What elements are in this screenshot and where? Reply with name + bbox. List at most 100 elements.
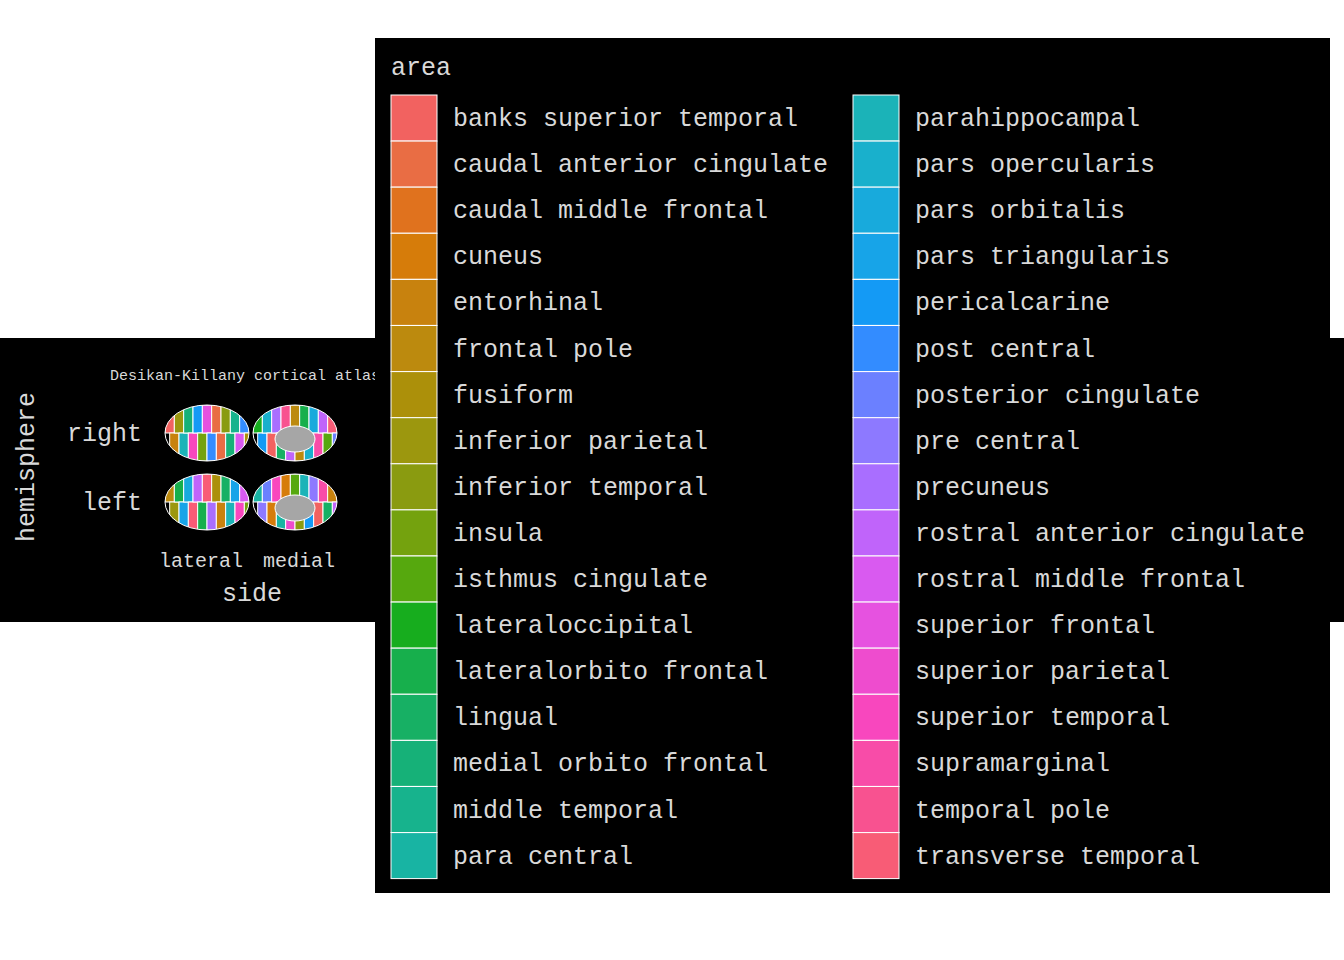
legend-label: medial orbito frontal [453, 750, 768, 779]
legend-swatch [391, 141, 437, 187]
brain-region [188, 502, 197, 530]
legend-label: banks superior temporal [453, 105, 798, 134]
brain-region [198, 433, 207, 461]
brain-region [230, 405, 239, 433]
legend-swatch [853, 326, 899, 372]
legend-label: pars opercularis [915, 151, 1155, 180]
brain [253, 474, 342, 530]
brain-medial-wall [275, 426, 315, 452]
legend-label: entorhinal [453, 289, 603, 318]
legend-swatch [853, 233, 899, 279]
brain-outline [253, 405, 337, 461]
legend-label: pre central [915, 428, 1080, 457]
brain-region [188, 433, 197, 461]
legend-swatch [391, 372, 437, 418]
brain-medial-wall [275, 495, 315, 521]
brain-region [262, 474, 271, 502]
brain-region [262, 405, 271, 433]
legend-label: insula [453, 520, 543, 549]
legend-swatch [391, 187, 437, 233]
legend-label: posterior cingulate [915, 382, 1200, 411]
legend-background [375, 38, 1330, 893]
brain-region [253, 405, 262, 433]
legend-label: superior frontal [915, 612, 1155, 641]
brain-region [165, 474, 174, 502]
brain [253, 405, 342, 461]
legend-swatch [853, 602, 899, 648]
legend-swatch [391, 510, 437, 556]
brain-region [216, 502, 225, 530]
legend-label: lateraloccipital [453, 612, 693, 641]
legend-label: pericalcarine [915, 289, 1110, 318]
brain-region [174, 474, 183, 502]
legend-label: inferior parietal [453, 428, 708, 457]
brain-region [240, 405, 249, 433]
legend-swatch [391, 418, 437, 464]
legend-label: frontal pole [453, 336, 633, 365]
legend-swatch [391, 326, 437, 372]
brain-region [202, 405, 211, 433]
legend-swatch [391, 833, 437, 879]
brain-region [202, 474, 211, 502]
legend-swatch [853, 187, 899, 233]
legend-swatch [391, 233, 437, 279]
brain-region [198, 502, 207, 530]
brain-outline [165, 405, 249, 461]
legend-title: area [391, 54, 451, 83]
brain-outline [253, 474, 337, 530]
legend-label: cuneus [453, 243, 543, 272]
brain-region [230, 474, 239, 502]
chart-title: Desikan-Killany cortical atlas [110, 368, 380, 385]
brain-region [328, 405, 337, 433]
legend-label: para central [453, 843, 633, 872]
legend-label: isthmus cingulate [453, 566, 708, 595]
legend-swatch [391, 556, 437, 602]
legend-label: fusiform [453, 382, 573, 411]
brain-region [212, 405, 221, 433]
legend-label: superior temporal [915, 704, 1170, 733]
y-tick-label: right [67, 420, 142, 449]
legend-label: inferior temporal [453, 474, 708, 503]
x-tick-label: medial [263, 550, 335, 573]
brain-outline [165, 474, 249, 530]
legend-swatch [853, 418, 899, 464]
legend-swatch [391, 648, 437, 694]
legend-swatch [853, 464, 899, 510]
legend-label: pars triangularis [915, 243, 1170, 272]
legend-swatch [853, 556, 899, 602]
legend-label: precuneus [915, 474, 1050, 503]
brain-region [253, 474, 262, 502]
legend-label: caudal middle frontal [453, 197, 768, 226]
x-axis-title: side [222, 580, 282, 609]
legend-label: lateralorbito frontal [453, 658, 768, 687]
legend-swatch [853, 787, 899, 833]
legend-swatch [853, 740, 899, 786]
legend-label: middle temporal [453, 797, 678, 826]
legend-swatch [853, 833, 899, 879]
legend-label: pars orbitalis [915, 197, 1125, 226]
legend-label: caudal anterior cingulate [453, 151, 828, 180]
brain-region [193, 474, 202, 502]
legend-swatch [853, 372, 899, 418]
brain-region [165, 405, 174, 433]
brain-region [216, 433, 225, 461]
legend: areabanks superior temporal caudal anteri… [375, 38, 1330, 893]
legend-label: rostral anterior cingulate [915, 520, 1305, 549]
legend-label: superior parietal [915, 658, 1170, 687]
legend-label: parahippocampal [915, 105, 1140, 134]
legend-swatch [853, 510, 899, 556]
legend-label: post central [915, 336, 1095, 365]
brain [165, 474, 254, 530]
brain-region [207, 433, 216, 461]
brain-region [328, 474, 337, 502]
x-tick-label: lateral [159, 550, 243, 573]
brain-region [207, 502, 216, 530]
legend-swatch [391, 694, 437, 740]
brain-region [318, 405, 327, 433]
legend-label: lingual [453, 704, 558, 733]
chart: hemisphererightleftlateralmedialsideDesi… [0, 0, 1344, 960]
legend-label: supramarginal [915, 750, 1110, 779]
legend-label: transverse temporal [915, 843, 1200, 872]
brain-region [240, 474, 249, 502]
legend-swatch [391, 95, 437, 141]
